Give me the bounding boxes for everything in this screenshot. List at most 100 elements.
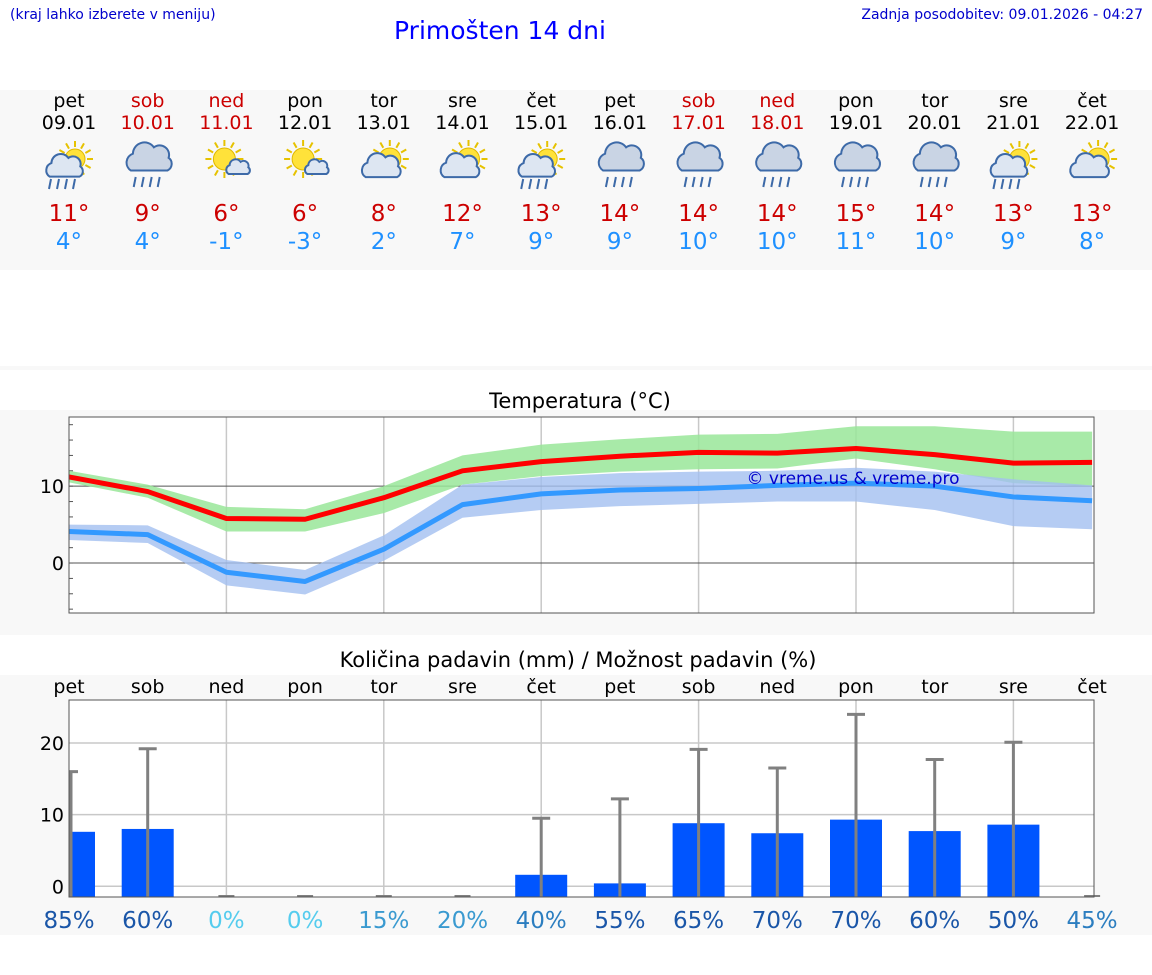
rain-drop — [140, 176, 145, 188]
sun-ray — [308, 142, 314, 149]
day-name: sob — [682, 90, 716, 112]
rain-drop — [148, 176, 153, 188]
sun-cloud-icon — [439, 140, 488, 179]
cloud-shape — [597, 141, 645, 172]
sun-ray — [1108, 164, 1116, 170]
temp-max: 15° — [836, 201, 877, 227]
temp-max: 11° — [49, 201, 90, 227]
day-date: 10.01 — [120, 112, 174, 134]
cloud-shape — [755, 141, 803, 172]
sun-ray — [80, 142, 85, 150]
page-title: Primošten 14 dni — [394, 16, 606, 45]
temp-max: 13° — [521, 201, 562, 227]
temp-max: 14° — [600, 201, 641, 227]
temp-min: 10° — [757, 229, 798, 255]
rain-drop — [604, 176, 609, 188]
temp-max: 6° — [292, 201, 318, 227]
daily-forecast-panel — [0, 90, 1152, 270]
cloud-rain-icon — [597, 141, 645, 188]
sun-ray — [1029, 149, 1036, 154]
y-tick-label: 20 — [40, 733, 64, 755]
sun-ray — [1029, 164, 1036, 169]
rain-drop — [770, 176, 775, 188]
rain-drop — [691, 176, 696, 188]
day-date: 22.01 — [1065, 112, 1119, 134]
cloud-shape — [989, 152, 1029, 178]
precip-day-label: čet — [1077, 676, 1107, 698]
temp-min: 10° — [678, 229, 719, 255]
cloud-rain-icon — [125, 141, 173, 188]
day-date: 11.01 — [199, 112, 253, 134]
sun-ray — [1103, 142, 1109, 149]
cloud-rain-icon — [912, 141, 960, 188]
sun-ray — [531, 149, 538, 154]
temp-min: 10° — [914, 229, 955, 255]
temp-max: 8° — [371, 201, 397, 227]
day-name: pet — [53, 90, 84, 112]
cloud-rain-icon — [833, 141, 881, 188]
precip-day-label: tor — [370, 676, 397, 698]
rain-drop — [786, 176, 791, 188]
temp-min: -3° — [288, 229, 322, 255]
rain-drop — [943, 176, 948, 188]
rain-drop — [1016, 178, 1021, 190]
precip-probability: 70% — [830, 908, 881, 934]
y-tick-label: 0 — [52, 553, 64, 575]
day-name: pon — [287, 90, 323, 112]
cloud-shape — [439, 152, 481, 179]
rain-drop — [992, 178, 997, 190]
rain-drop — [699, 176, 704, 188]
rain-drop — [64, 178, 68, 190]
y-tick-label: 10 — [40, 476, 64, 498]
day-name: ned — [759, 90, 795, 112]
temp-min: 9° — [607, 229, 633, 255]
temp-min: 4° — [135, 229, 161, 255]
rain-drop — [841, 176, 845, 188]
precip-probability: 0% — [287, 908, 324, 934]
rain-drop — [620, 176, 625, 188]
temp-max: 14° — [914, 201, 955, 227]
last-updated: Zadnja posodobitev: 09.01.2026 - 04:27 — [861, 7, 1143, 23]
sun-ray — [84, 164, 92, 169]
sun-ray — [400, 148, 407, 154]
sun-ray — [292, 142, 298, 149]
rain-drop — [48, 178, 52, 190]
temp-min: 2° — [371, 229, 397, 255]
y-tick-label: 10 — [40, 805, 64, 827]
day-name: tor — [370, 90, 397, 112]
precip-probability: 0% — [208, 908, 245, 934]
precipitation-chart-title: Količina padavin (mm) / Možnost padavin … — [340, 648, 817, 672]
rain-drop — [683, 176, 688, 188]
temp-min: 4° — [56, 229, 82, 255]
rain-drop — [72, 178, 76, 190]
rain-drop — [528, 178, 533, 190]
precipitation-plot-border — [68, 699, 1095, 898]
sun-ray — [286, 164, 293, 170]
rain-drop — [56, 178, 60, 190]
day-date: 20.01 — [907, 112, 961, 134]
temp-min: 11° — [836, 229, 877, 255]
rain-drop — [935, 176, 940, 188]
sun-ray — [84, 149, 92, 154]
sun-ray — [1087, 142, 1093, 149]
sun-cloud-icon — [1069, 140, 1118, 179]
temp-max: 6° — [213, 201, 239, 227]
sun-ray — [235, 148, 242, 154]
sun-ray — [58, 149, 66, 154]
cloud-shape — [361, 152, 402, 179]
rain-drop — [628, 176, 633, 188]
rain-drop — [919, 176, 924, 188]
day-date: 16.01 — [593, 112, 647, 134]
cloud-shape — [912, 141, 960, 172]
day-date: 21.01 — [986, 112, 1040, 134]
temp-max: 13° — [1072, 201, 1113, 227]
cloud-shape — [45, 152, 84, 178]
rain-drop — [857, 176, 861, 188]
precip-probability: 15% — [358, 908, 409, 934]
sun-cloud-rain-icon — [989, 141, 1038, 190]
sun-ray — [557, 164, 564, 169]
day-date: 09.01 — [42, 112, 96, 134]
day-name: sre — [999, 90, 1028, 112]
precip-probability: 50% — [988, 908, 1039, 934]
